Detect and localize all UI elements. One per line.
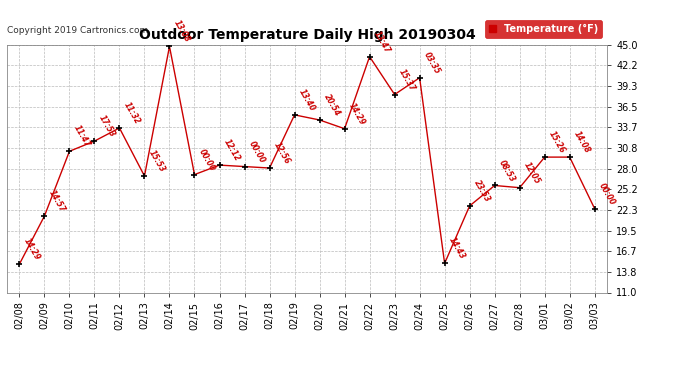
Text: 20:54: 20:54: [322, 93, 342, 118]
Text: 13:47: 13:47: [372, 29, 392, 54]
Text: 13:40: 13:40: [297, 87, 317, 113]
Text: 00:00: 00:00: [598, 182, 617, 207]
Text: 14:43: 14:43: [447, 236, 467, 261]
Text: 14:29: 14:29: [22, 237, 41, 262]
Text: 12:12: 12:12: [222, 138, 242, 163]
Text: 15:53: 15:53: [147, 148, 167, 174]
Text: 14:57: 14:57: [47, 189, 67, 214]
Text: 11:47: 11:47: [72, 124, 92, 149]
Text: 11:32: 11:32: [122, 100, 141, 126]
Text: 00:00: 00:00: [197, 147, 217, 172]
Text: 14:08: 14:08: [572, 130, 592, 155]
Text: 15:26: 15:26: [547, 130, 567, 155]
Text: 12:56: 12:56: [272, 141, 292, 166]
Text: 14:29: 14:29: [347, 101, 367, 126]
Legend: Temperature (°F): Temperature (°F): [485, 20, 602, 38]
Text: 03:35: 03:35: [422, 50, 442, 76]
Text: 23:53: 23:53: [472, 178, 492, 204]
Text: 08:53: 08:53: [497, 158, 517, 183]
Title: Outdoor Temperature Daily High 20190304: Outdoor Temperature Daily High 20190304: [139, 28, 475, 42]
Text: 17:53: 17:53: [97, 114, 117, 139]
Text: 00:00: 00:00: [247, 139, 267, 164]
Text: Copyright 2019 Cartronics.com: Copyright 2019 Cartronics.com: [7, 26, 148, 35]
Text: 15:37: 15:37: [397, 67, 417, 92]
Text: 12:05: 12:05: [522, 160, 542, 186]
Text: 13:08: 13:08: [172, 19, 192, 44]
